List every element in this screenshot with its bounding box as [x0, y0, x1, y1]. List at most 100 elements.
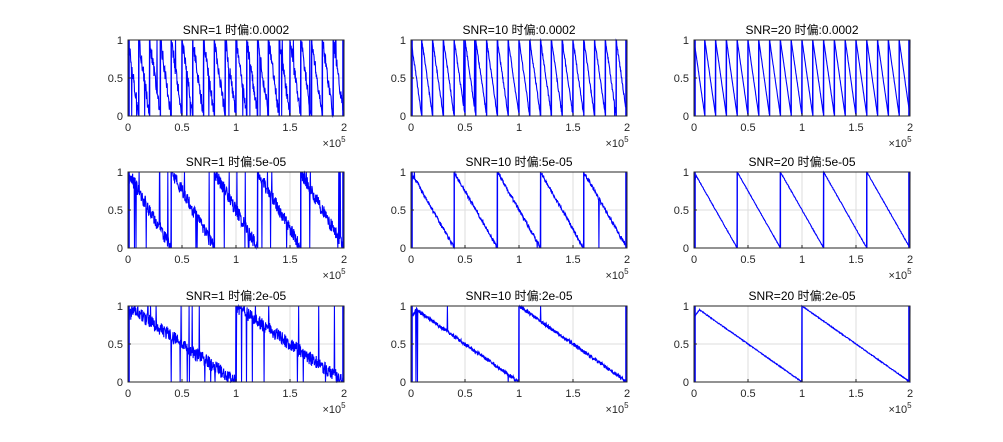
subplot-4: 0 0.5 1 1.5 2 0 0.5 1 ×105 SNR=1 时偏:5e-05	[108, 154, 347, 282]
x-tick-label: 1	[233, 122, 239, 134]
x-tick-label: 2	[341, 122, 347, 134]
subplot-title: SNR=1 时偏:2e-05	[186, 288, 287, 303]
y-tick-label: 0.5	[674, 73, 689, 85]
y-tick-label: 0.5	[674, 205, 689, 217]
y-tick-label: 1	[400, 35, 406, 47]
subplot-title: SNR=20 时偏:5e-05	[748, 154, 855, 169]
x-tick-label: 0.5	[457, 122, 472, 134]
y-tick-label: 1	[683, 167, 689, 179]
series-line	[693, 170, 911, 249]
subplot-3: 0 0.5 1 1.5 2 0 0.5 1 ×105 SNR=20 时偏:0.0002	[674, 22, 913, 150]
x-tick-label: 0.5	[174, 122, 189, 134]
subplot-title: SNR=1 时偏:0.0002	[183, 22, 290, 37]
subplot-title: SNR=10 时偏:0.0002	[462, 22, 575, 37]
x-tick-label: 2	[341, 254, 347, 266]
x-tick-label: 0.5	[740, 388, 755, 400]
x-tick-label: 0	[408, 388, 414, 400]
x-tick-label: 2	[907, 122, 913, 134]
x-tick-label: 1.5	[282, 254, 297, 266]
x-tick-label: 1	[516, 122, 522, 134]
y-tick-label: 1	[117, 35, 123, 47]
x-exponent-label: ×105	[888, 267, 912, 282]
subplot-5: 0 0.5 1 1.5 2 0 0.5 1 ×105 SNR=10 时偏:5e-05	[391, 154, 630, 282]
y-tick-label: 1	[683, 301, 689, 313]
y-tick-label: 0	[400, 243, 406, 255]
subplot-title: SNR=20 时偏:2e-05	[748, 288, 855, 303]
subplot-9: 0 0.5 1 1.5 2 0 0.5 1 ×105 SNR=20 时偏:2e-05	[674, 288, 913, 416]
series-line	[410, 170, 628, 250]
x-tick-label: 2	[907, 388, 913, 400]
x-tick-label: 0	[691, 254, 697, 266]
x-tick-label: 0.5	[174, 388, 189, 400]
x-tick-label: 2	[907, 254, 913, 266]
subplot-6: 0 0.5 1 1.5 2 0 0.5 1 ×105 SNR=20 时偏:5e-05	[674, 154, 913, 282]
y-tick-label: 0.5	[108, 73, 123, 85]
x-exponent-label: ×105	[888, 135, 912, 150]
y-tick-label: 1	[400, 301, 406, 313]
x-tick-label: 0.5	[740, 254, 755, 266]
subplot-title: SNR=20 时偏:0.0002	[745, 22, 858, 37]
subplot-title: SNR=10 时偏:2e-05	[465, 288, 572, 303]
x-tick-label: 1	[516, 254, 522, 266]
subplot-title: SNR=1 时偏:5e-05	[186, 154, 287, 169]
y-tick-label: 0	[117, 243, 123, 255]
y-tick-label: 0	[683, 377, 689, 389]
x-exponent-label: ×105	[322, 267, 346, 282]
x-exponent-label: ×105	[605, 401, 629, 416]
y-tick-label: 0.5	[108, 339, 123, 351]
subplot-7: 0 0.5 1 1.5 2 0 0.5 1 ×105 SNR=1 时偏:2e-05	[108, 288, 347, 416]
x-tick-label: 1	[799, 122, 805, 134]
x-exponent-label: ×105	[322, 135, 346, 150]
y-tick-label: 0	[683, 111, 689, 123]
x-tick-label: 1	[233, 388, 239, 400]
y-tick-label: 0	[117, 377, 123, 389]
x-tick-label: 1.5	[848, 122, 863, 134]
x-tick-label: 1	[799, 254, 805, 266]
x-tick-label: 1	[233, 254, 239, 266]
x-tick-label: 1.5	[565, 254, 580, 266]
x-tick-label: 1.5	[848, 388, 863, 400]
x-tick-label: 1	[516, 388, 522, 400]
subplot-title: SNR=10 时偏:5e-05	[465, 154, 572, 169]
x-tick-label: 0	[125, 254, 131, 266]
x-exponent-label: ×105	[605, 267, 629, 282]
x-tick-label: 2	[341, 388, 347, 400]
y-tick-label: 0.5	[391, 73, 406, 85]
y-tick-label: 0.5	[674, 339, 689, 351]
x-tick-label: 0.5	[740, 122, 755, 134]
x-tick-label: 1.5	[282, 388, 297, 400]
x-tick-label: 0	[408, 254, 414, 266]
y-tick-label: 0.5	[391, 339, 406, 351]
x-tick-label: 2	[624, 122, 630, 134]
x-tick-label: 1.5	[565, 388, 580, 400]
series-line	[127, 170, 345, 250]
subplot-2: 0 0.5 1 1.5 2 0 0.5 1 ×105 SNR=10 时偏:0.0002	[391, 22, 630, 150]
x-tick-label: 1.5	[565, 122, 580, 134]
y-tick-label: 1	[400, 167, 406, 179]
y-tick-label: 0	[400, 377, 406, 389]
x-tick-label: 0.5	[457, 254, 472, 266]
x-tick-label: 1	[799, 388, 805, 400]
x-tick-label: 0.5	[174, 254, 189, 266]
y-tick-label: 1	[683, 35, 689, 47]
x-tick-label: 1.5	[282, 122, 297, 134]
x-exponent-label: ×105	[888, 401, 912, 416]
x-tick-label: 0	[691, 122, 697, 134]
x-exponent-label: ×105	[605, 135, 629, 150]
x-tick-label: 2	[624, 388, 630, 400]
y-tick-label: 0.5	[108, 205, 123, 217]
x-tick-label: 0.5	[457, 388, 472, 400]
x-tick-label: 0	[408, 122, 414, 134]
x-exponent-label: ×105	[322, 401, 346, 416]
x-tick-label: 0	[125, 388, 131, 400]
y-tick-label: 0	[683, 243, 689, 255]
y-tick-label: 1	[117, 167, 123, 179]
subplot-1: 0 0.5 1 1.5 2 0 0.5 1 ×105 SNR=1 时偏:0.0002	[108, 22, 347, 150]
x-tick-label: 0	[125, 122, 131, 134]
x-tick-label: 2	[624, 254, 630, 266]
subplot-grid: 0 0.5 1 1.5 2 0 0.5 1 ×105 SNR=1 时偏:0.0002 0 0.5 1 1.…	[108, 22, 913, 416]
x-tick-label: 1.5	[848, 254, 863, 266]
y-tick-label: 0.5	[391, 205, 406, 217]
y-tick-label: 0	[400, 111, 406, 123]
